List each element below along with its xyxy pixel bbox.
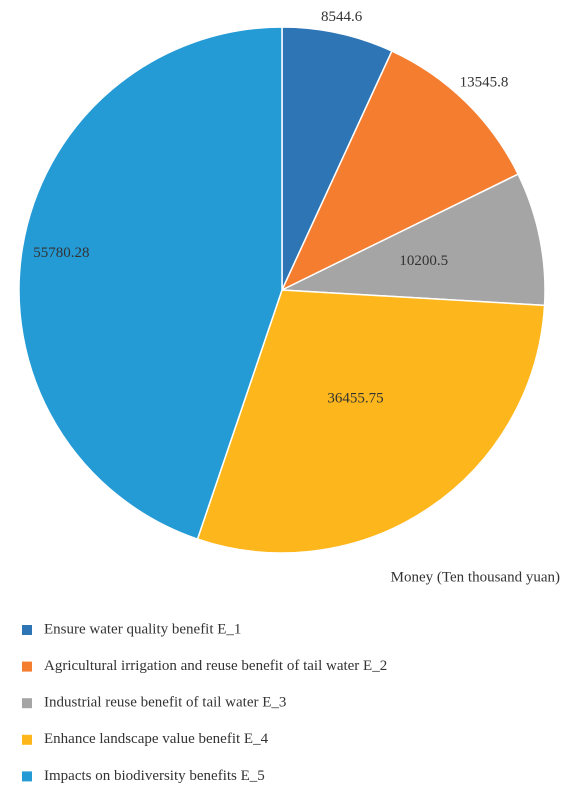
data-label: 55780.28	[33, 245, 89, 261]
legend-label: Agricultural irrigation and reuse benefi…	[44, 658, 387, 674]
legend-label: Impacts on biodiversity benefits E_5	[44, 768, 265, 784]
data-label: 10200.5	[399, 253, 448, 269]
legend-label: Enhance landscape value benefit E_4	[44, 731, 269, 747]
legend-label: Industrial reuse benefit of tail water E…	[44, 695, 286, 711]
data-label: 36455.75	[327, 391, 383, 407]
data-label: 13545.8	[460, 74, 509, 90]
pie-slice	[281, 26, 393, 291]
legend-swatch	[22, 734, 32, 745]
legend-swatch	[22, 771, 32, 782]
data-label: 8544.6	[321, 9, 363, 25]
pie-slice	[196, 289, 546, 554]
pie-slice	[280, 50, 520, 292]
legend-label: Ensure water quality benefit E_1	[44, 621, 241, 637]
legend-swatch	[22, 661, 32, 672]
axis-label: Money (Ten thousand yuan)	[391, 569, 560, 585]
legend-swatch	[22, 698, 32, 709]
legend-swatch	[22, 625, 32, 635]
pie-slice	[279, 173, 546, 307]
pie-slice	[18, 26, 283, 541]
